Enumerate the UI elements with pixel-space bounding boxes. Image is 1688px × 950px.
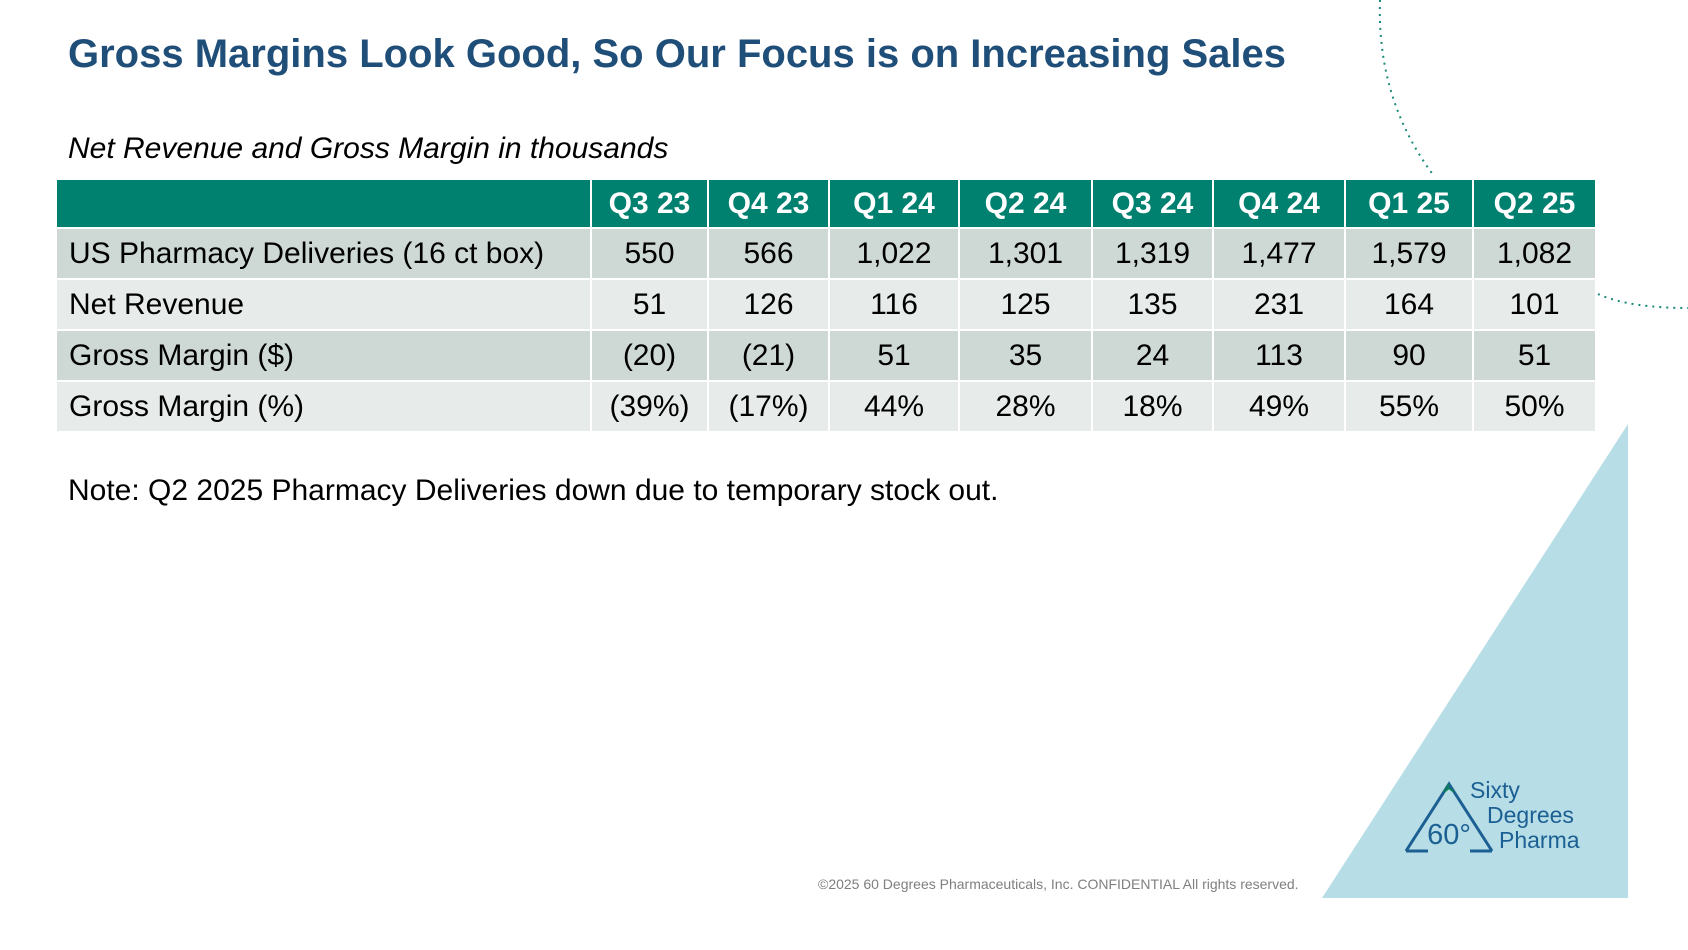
logo-line-3: Pharma [1499, 827, 1580, 853]
table-cell: 51 [828, 329, 960, 382]
table-cell: 51 [1472, 329, 1597, 382]
table-cell: 113 [1212, 329, 1346, 382]
table-cell: 164 [1344, 278, 1474, 331]
table-cell: (21) [707, 329, 830, 382]
table-cell: (39%) [590, 380, 709, 433]
company-logo: 60° Sixty Degrees Pharma [1404, 778, 1594, 854]
table-cell: 24 [1091, 329, 1214, 382]
row-label: US Pharmacy Deliveries (16 ct box) [55, 227, 592, 280]
column-header: Q2 25 [1472, 178, 1597, 229]
table-cell: 1,082 [1472, 227, 1597, 280]
table-cell: 1,022 [828, 227, 960, 280]
logo-line-2: Degrees [1487, 802, 1574, 828]
logo-line-1: Sixty [1470, 777, 1520, 803]
table-cell: 1,579 [1344, 227, 1474, 280]
table-cell: 135 [1091, 278, 1214, 331]
column-header: Q4 23 [707, 178, 830, 229]
column-header: Q1 24 [828, 178, 960, 229]
slide-title: Gross Margins Look Good, So Our Focus is… [68, 32, 1287, 76]
table-cell: 90 [1344, 329, 1474, 382]
table-cell: 231 [1212, 278, 1346, 331]
table-cell: 116 [828, 278, 960, 331]
column-header: Q4 24 [1212, 178, 1346, 229]
table-cell: 49% [1212, 380, 1346, 433]
table-row: Gross Margin ($) (20) (21) 51 35 24 113 … [55, 329, 1597, 382]
decorative-dotted-arc-right [1597, 293, 1688, 309]
column-header: Q3 23 [590, 178, 709, 229]
table-cell: 18% [1091, 380, 1214, 433]
table-cell: 1,477 [1212, 227, 1346, 280]
logo-triangle-icon: 60° [1404, 781, 1494, 853]
table-row: Net Revenue 51 126 116 125 135 231 164 1… [55, 278, 1597, 331]
table-cell: 55% [1344, 380, 1474, 433]
row-label: Net Revenue [55, 278, 592, 331]
table-cell: 51 [590, 278, 709, 331]
header-label-cell [55, 178, 592, 229]
table-cell: 126 [707, 278, 830, 331]
table-row: Gross Margin (%) (39%) (17%) 44% 28% 18%… [55, 380, 1597, 433]
column-header: Q3 24 [1091, 178, 1214, 229]
table-header-row: Q3 23 Q4 23 Q1 24 Q2 24 Q3 24 Q4 24 Q1 2… [55, 178, 1597, 229]
logo-wordmark: Sixty Degrees Pharma [1470, 778, 1580, 853]
copyright-footer: ©2025 60 Degrees Pharmaceuticals, Inc. C… [818, 876, 1299, 892]
table-cell: 101 [1472, 278, 1597, 331]
table-cell: 125 [958, 278, 1093, 331]
decorative-dotted-arc-top [1378, 0, 1435, 177]
logo-badge-text: 60° [1427, 819, 1471, 851]
table-cell: 44% [828, 380, 960, 433]
column-header: Q1 25 [1344, 178, 1474, 229]
column-header: Q2 24 [958, 178, 1093, 229]
footnote: Note: Q2 2025 Pharmacy Deliveries down d… [68, 474, 999, 507]
table-caption: Net Revenue and Gross Margin in thousand… [68, 132, 669, 165]
table-cell: 1,301 [958, 227, 1093, 280]
row-label: Gross Margin (%) [55, 380, 592, 433]
financial-table: Q3 23 Q4 23 Q1 24 Q2 24 Q3 24 Q4 24 Q1 2… [55, 178, 1597, 433]
table-cell: (20) [590, 329, 709, 382]
table-cell: (17%) [707, 380, 830, 433]
table-cell: 35 [958, 329, 1093, 382]
row-label: Gross Margin ($) [55, 329, 592, 382]
table-cell: 550 [590, 227, 709, 280]
table-row: US Pharmacy Deliveries (16 ct box) 550 5… [55, 227, 1597, 280]
table-cell: 50% [1472, 380, 1597, 433]
table-cell: 566 [707, 227, 830, 280]
table-cell: 1,319 [1091, 227, 1214, 280]
table-cell: 28% [958, 380, 1093, 433]
